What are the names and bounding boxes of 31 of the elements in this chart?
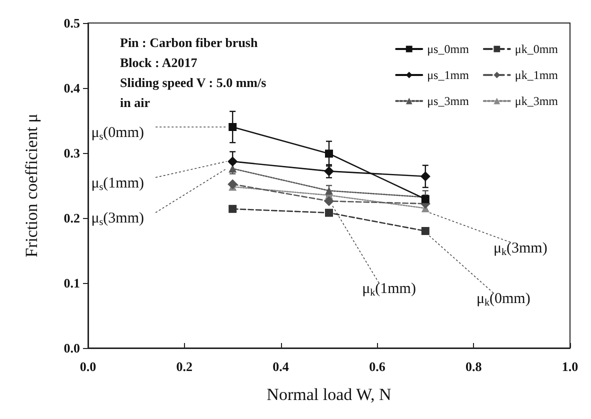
- point: [325, 208, 333, 217]
- y-tick-label: 0.4: [64, 80, 80, 96]
- legend-label: μk_3mm: [514, 94, 559, 108]
- point: [228, 179, 238, 190]
- point: [325, 150, 333, 158]
- point: [421, 227, 430, 235]
- legend-label: μs_3mm: [427, 94, 470, 108]
- annotation: in air: [120, 95, 150, 110]
- y-tick-label: 0.3: [64, 146, 80, 160]
- x-axis-title: Normal load W, N: [266, 385, 392, 404]
- text: 0.0: [64, 340, 80, 356]
- y-tick-label: 0.2: [64, 210, 80, 226]
- x-tick-label: 0.8: [465, 359, 482, 374]
- annotation: Block : A2017: [120, 55, 198, 70]
- x-tick-label: 0.6: [369, 359, 386, 374]
- annotation: Pin : Carbon fiber brush: [120, 35, 258, 50]
- text: 1.0: [562, 359, 578, 374]
- x-tick-label: 0.2: [176, 359, 193, 374]
- legend-label: μk_0mm: [514, 42, 559, 56]
- text: 0.0: [80, 359, 96, 374]
- y-tick-label: 0.5: [64, 16, 80, 30]
- annotation: Sliding speed V : 5.0 mm/s: [120, 75, 266, 90]
- legend-label: μs_0mm: [427, 42, 470, 56]
- x-tick-label: 0.4: [272, 359, 290, 374]
- point: [228, 204, 237, 213]
- point: [228, 123, 237, 131]
- y-tick-label: 0.1: [64, 276, 80, 290]
- y-axis-title: Friction coefficient μ: [22, 114, 41, 258]
- legend-label: μk_1mm: [514, 68, 559, 82]
- legend-label: μs_1mm: [427, 68, 470, 82]
- point: [420, 171, 430, 182]
